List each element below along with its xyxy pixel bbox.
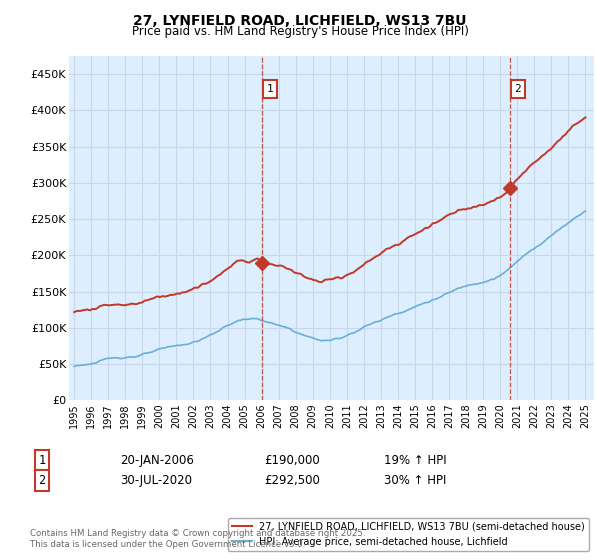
Text: 30% ↑ HPI: 30% ↑ HPI [384, 474, 446, 487]
Text: 20-JAN-2006: 20-JAN-2006 [120, 454, 194, 467]
Text: Contains HM Land Registry data © Crown copyright and database right 2025.
This d: Contains HM Land Registry data © Crown c… [30, 529, 365, 549]
Text: 1: 1 [38, 454, 46, 467]
Text: 19% ↑ HPI: 19% ↑ HPI [384, 454, 446, 467]
Text: 2: 2 [38, 474, 46, 487]
Text: Price paid vs. HM Land Registry's House Price Index (HPI): Price paid vs. HM Land Registry's House … [131, 25, 469, 38]
Text: £190,000: £190,000 [264, 454, 320, 467]
Text: 1: 1 [267, 83, 274, 94]
Text: 27, LYNFIELD ROAD, LICHFIELD, WS13 7BU: 27, LYNFIELD ROAD, LICHFIELD, WS13 7BU [133, 14, 467, 28]
Text: £292,500: £292,500 [264, 474, 320, 487]
Legend: 27, LYNFIELD ROAD, LICHFIELD, WS13 7BU (semi-detached house), HPI: Average price: 27, LYNFIELD ROAD, LICHFIELD, WS13 7BU (… [229, 518, 589, 550]
Text: 2: 2 [514, 83, 521, 94]
Text: 30-JUL-2020: 30-JUL-2020 [120, 474, 192, 487]
